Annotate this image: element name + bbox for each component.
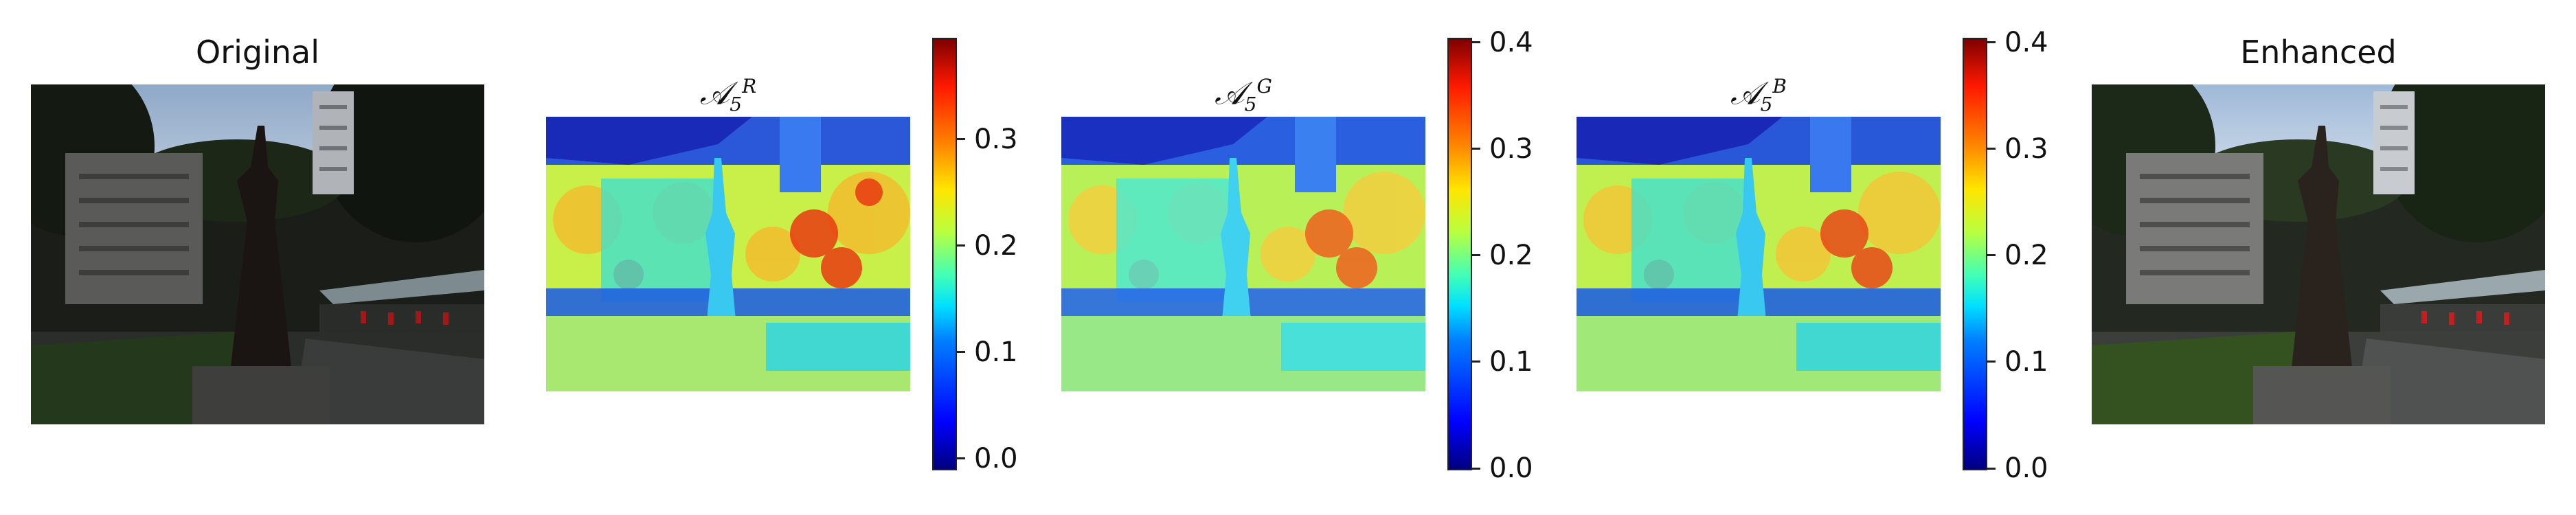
map-b-tick-label: 0.3 bbox=[2004, 133, 2048, 165]
map-r-heatmap bbox=[546, 117, 910, 391]
map-b-tick-mark bbox=[1987, 41, 1996, 43]
map-b-tick-label: 0.4 bbox=[2004, 27, 2048, 58]
map-g-tick-label: 0.4 bbox=[1489, 27, 1533, 58]
map-b-colorbar bbox=[1963, 38, 1987, 470]
map-b-tick-label: 0.2 bbox=[2004, 240, 2048, 271]
map-g-tick-mark bbox=[1472, 468, 1480, 470]
map-r-tick-mark bbox=[957, 138, 965, 140]
map-r-tick-label: 0.0 bbox=[974, 443, 1018, 474]
map-r-colorbar bbox=[932, 38, 957, 470]
map-b-tick-mark bbox=[1987, 360, 1996, 363]
enhanced-photo bbox=[2092, 84, 2545, 424]
map-b-heatmap bbox=[1577, 117, 1941, 391]
original-title: Original bbox=[195, 34, 319, 71]
map-b-tick-label: 0.1 bbox=[2004, 346, 2048, 378]
original-photo bbox=[31, 84, 484, 424]
map-g-tick-mark bbox=[1472, 148, 1480, 150]
map-r-tick-mark bbox=[957, 351, 965, 353]
map-g-tick-label: 0.1 bbox=[1489, 346, 1533, 378]
map-g-title: 𝒜5G bbox=[1214, 74, 1272, 116]
map-g-tick-label: 0.3 bbox=[1489, 133, 1533, 165]
map-r-tick-label: 0.1 bbox=[974, 336, 1018, 368]
map-r-tick-mark bbox=[957, 457, 965, 459]
enhanced-title: Enhanced bbox=[2240, 34, 2397, 71]
map-g-tick-mark bbox=[1472, 41, 1480, 43]
map-b-tick-mark bbox=[1987, 468, 1996, 470]
map-r-title: 𝒜5R bbox=[699, 74, 757, 116]
map-b-tick-mark bbox=[1987, 148, 1996, 150]
map-g-colorbar bbox=[1447, 38, 1472, 470]
map-g-tick-mark bbox=[1472, 254, 1480, 256]
map-b-title: 𝒜5B bbox=[1730, 74, 1787, 116]
map-g-tick-mark bbox=[1472, 360, 1480, 363]
map-b-tick-mark bbox=[1987, 254, 1996, 256]
map-g-heatmap bbox=[1061, 117, 1425, 391]
map-g-tick-label: 0.2 bbox=[1489, 240, 1533, 271]
map-g-tick-label: 0.0 bbox=[1489, 453, 1533, 484]
map-b-tick-label: 0.0 bbox=[2004, 453, 2048, 484]
map-r-tick-label: 0.2 bbox=[974, 230, 1018, 262]
map-r-tick-label: 0.3 bbox=[974, 124, 1018, 155]
map-r-tick-mark bbox=[957, 244, 965, 247]
